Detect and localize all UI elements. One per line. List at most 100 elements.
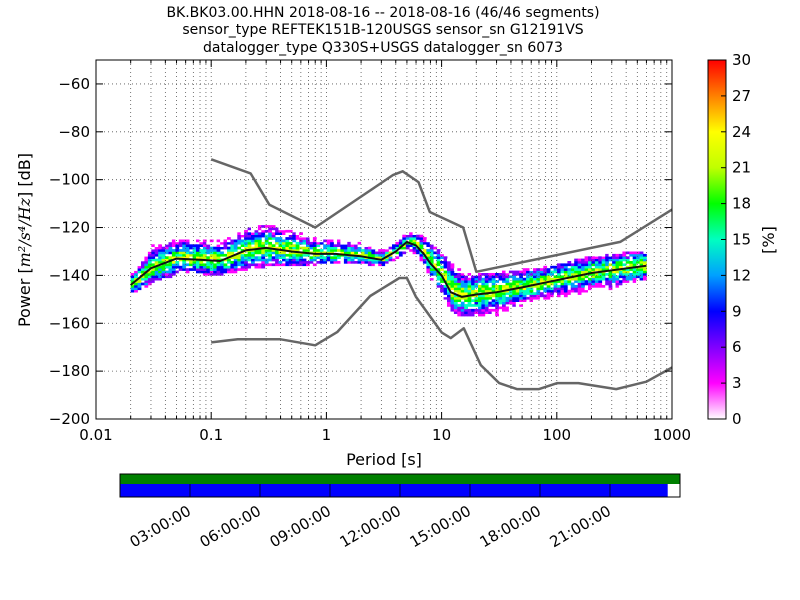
density-cell — [319, 239, 324, 243]
density-cell — [337, 256, 341, 259]
density-cell — [567, 289, 572, 293]
density-cell — [491, 285, 496, 288]
density-cell — [443, 292, 448, 295]
density-cell — [165, 256, 169, 259]
density-cell — [436, 268, 441, 271]
density-cell — [337, 239, 341, 243]
density-cell — [546, 287, 551, 291]
density-cell — [154, 253, 159, 257]
density-cell — [639, 253, 644, 257]
density-cell — [643, 275, 647, 279]
density-cell — [409, 244, 413, 247]
density-cell — [505, 292, 510, 295]
density-cell — [251, 258, 255, 262]
density-cell — [381, 249, 386, 252]
density-cell — [213, 253, 217, 257]
density-cell — [608, 275, 613, 279]
density-cell — [192, 249, 197, 252]
density-cell — [361, 241, 365, 245]
density-cell — [591, 258, 596, 262]
density-cell — [367, 246, 372, 250]
density-cell — [199, 244, 204, 247]
density-cell — [189, 263, 193, 267]
density-cell — [574, 263, 578, 267]
density-cell — [574, 285, 578, 288]
density-cell — [546, 270, 551, 274]
density-cell — [147, 277, 152, 281]
density-cell — [178, 249, 183, 252]
density-cell — [522, 299, 527, 302]
density-cell — [257, 232, 262, 235]
colorbar-tick-label: 12 — [732, 266, 751, 284]
density-cell — [422, 251, 427, 255]
density-cell — [436, 275, 441, 279]
density-cell — [625, 258, 630, 262]
density-cell — [574, 289, 578, 293]
density-cell — [264, 241, 269, 245]
density-cell — [275, 229, 279, 233]
density-cell — [447, 296, 451, 300]
density-cell — [629, 268, 634, 271]
density-cell — [539, 277, 544, 281]
density-cell — [543, 270, 548, 274]
density-cell — [481, 301, 486, 305]
density-cell — [639, 280, 644, 283]
density-cell — [636, 261, 640, 264]
density-cell — [364, 261, 369, 264]
density-cell — [594, 256, 599, 259]
density-cell — [471, 304, 475, 307]
density-cell — [467, 287, 472, 291]
density-cell — [440, 268, 444, 271]
density-cell — [419, 234, 424, 238]
density-cell — [639, 270, 644, 274]
density-cell — [257, 244, 262, 247]
density-cell — [601, 268, 606, 271]
density-cell — [206, 251, 211, 255]
density-cell — [612, 263, 616, 267]
density-cell — [512, 285, 517, 288]
density-cell — [306, 239, 310, 243]
density-cell — [471, 289, 475, 293]
density-cell — [436, 253, 441, 257]
density-cell — [220, 253, 224, 257]
density-cell — [505, 275, 510, 279]
density-cell — [508, 308, 513, 312]
density-cell — [515, 304, 520, 307]
density-cell — [615, 285, 620, 288]
density-cell — [543, 282, 548, 286]
density-cell — [598, 280, 603, 283]
density-cell — [625, 280, 630, 283]
density-cell — [227, 246, 231, 250]
density-cell — [288, 232, 293, 235]
density-cell — [244, 241, 248, 245]
density-cell — [282, 263, 286, 267]
density-cell — [426, 270, 431, 274]
density-cell — [361, 256, 365, 259]
density-cell — [581, 287, 585, 291]
density-cell — [533, 273, 537, 276]
density-cell — [254, 239, 259, 243]
density-cell — [247, 227, 252, 231]
density-cell — [285, 253, 290, 257]
density-cell — [440, 273, 444, 276]
density-cell — [312, 246, 317, 250]
density-cell — [209, 251, 214, 255]
density-cell — [474, 280, 479, 283]
density-cell — [443, 289, 448, 293]
density-cell — [158, 258, 162, 262]
plot-frame — [95, 59, 673, 420]
density-cell — [426, 241, 431, 245]
density-cell — [326, 258, 331, 262]
density-cell — [625, 268, 630, 271]
density-cell — [608, 282, 613, 286]
density-cell — [240, 244, 245, 247]
density-cell — [154, 258, 159, 262]
density-cell — [495, 301, 499, 305]
density-cell — [622, 282, 627, 286]
density-cell — [292, 263, 297, 267]
density-cell — [522, 268, 527, 271]
density-cell — [481, 313, 486, 317]
density-cell — [244, 261, 248, 264]
density-cell — [337, 249, 341, 252]
density-cell — [574, 287, 578, 291]
